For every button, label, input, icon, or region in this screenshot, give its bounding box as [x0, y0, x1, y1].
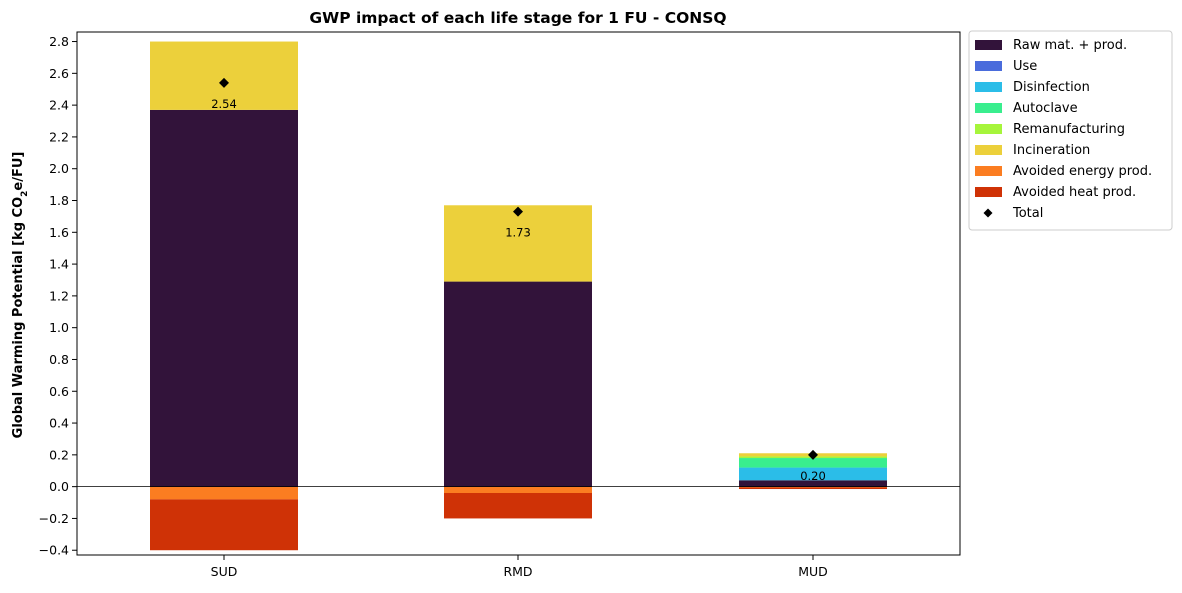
y-axis-label-subscript: 2 [20, 191, 30, 197]
bar-mud-autoclave [739, 458, 887, 468]
y-tick-label: 0.8 [49, 352, 69, 367]
y-tick-label: −0.2 [39, 511, 69, 526]
y-tick-label: 1.0 [49, 320, 69, 335]
total-marker-sud [219, 77, 229, 88]
x-tick-label-rmd: RMD [503, 564, 532, 579]
y-tick-label: 0.6 [49, 384, 69, 399]
y-tick-label: 0.2 [49, 447, 69, 462]
x-tick-label-mud: MUD [798, 564, 828, 579]
bar-sud-raw-mat-prod [150, 109, 298, 487]
legend-swatch-remanufacturing [975, 124, 1002, 134]
legend-swatch-incineration [975, 145, 1002, 155]
y-tick-label: 1.8 [49, 193, 69, 208]
legend-frame [968, 30, 1173, 231]
legend-label: Disinfection [1013, 80, 1090, 95]
legend-label: Autoclave [1013, 101, 1078, 116]
legend-swatch-avoided-energy-prod [975, 166, 1002, 176]
legend-swatch-disinfection [975, 82, 1002, 92]
svg-text:Global Warming Potential [kg C: Global Warming Potential [kg CO2e/FU] [11, 152, 30, 439]
x-tick-label-sud: SUD [211, 564, 238, 579]
y-tick-label: 0.4 [49, 416, 69, 431]
plot-area: 2.54 1.73 0.20 −0.4 −0.2 0.0 0.2 0.4 0.6 0.8 1.0 1.… [39, 31, 961, 579]
legend-label: Avoided heat prod. [1013, 185, 1136, 200]
bar-rmd-incineration [444, 205, 592, 282]
total-marker-mud [808, 449, 818, 460]
legend-swatch-autoclave [975, 103, 1002, 113]
y-tick-label: 2.0 [49, 161, 69, 176]
total-label-rmd: 1.73 [505, 226, 531, 240]
legend-marker-total [983, 208, 993, 218]
bar-rmd-raw-mat-prod [444, 281, 592, 487]
y-axis-label: Global Warming Potential [kg CO2e/FU] [11, 152, 30, 439]
legend-label: Incineration [1013, 143, 1090, 158]
y-tick-label: −0.4 [39, 543, 69, 558]
legend-label: Avoided energy prod. [1013, 164, 1152, 179]
total-marker-rmd [513, 206, 523, 217]
legend-label-total: Total [1012, 206, 1043, 221]
legend-swatch-raw-mat-prod [975, 40, 1002, 50]
bar-rmd-avoided-heat-prod [444, 493, 592, 519]
chart-title: GWP impact of each life stage for 1 FU -… [309, 9, 726, 27]
legend: Raw mat. + prod. Use Disinfection Autoclave… [968, 30, 1173, 231]
y-tick-label: 2.4 [49, 98, 69, 113]
y-tick-label: 0.0 [49, 479, 69, 494]
bar-rmd-avoided-energy-prod [444, 486, 592, 494]
y-tick-label: 1.6 [49, 225, 69, 240]
bar-mud-avoided-heat-prod [739, 487, 887, 490]
y-tick-label: 2.8 [49, 34, 69, 49]
legend-swatch-use [975, 61, 1002, 71]
legend-label: Remanufacturing [1013, 122, 1125, 137]
legend-label: Use [1013, 59, 1037, 74]
y-tick-label: 1.2 [49, 288, 69, 303]
bar-mud-disinfection [739, 467, 887, 481]
y-tick-label: 2.6 [49, 66, 69, 81]
legend-label: Raw mat. + prod. [1013, 38, 1127, 53]
y-axis-label-prefix: Global Warming Potential [kg CO [11, 197, 26, 438]
total-label-sud: 2.54 [211, 97, 237, 111]
y-tick-label: 2.2 [49, 129, 69, 144]
total-label-mud: 0.20 [800, 469, 826, 483]
y-axis-label-suffix: e/FU] [11, 152, 26, 191]
legend-swatch-avoided-heat-prod [975, 187, 1002, 197]
bar-sud-incineration [150, 41, 298, 110]
bar-sud-avoided-heat-prod [150, 499, 298, 551]
bar-sud-avoided-energy-prod [150, 486, 298, 500]
y-tick-label: 1.4 [49, 257, 69, 272]
bar-mud-raw-mat-prod [739, 480, 887, 487]
